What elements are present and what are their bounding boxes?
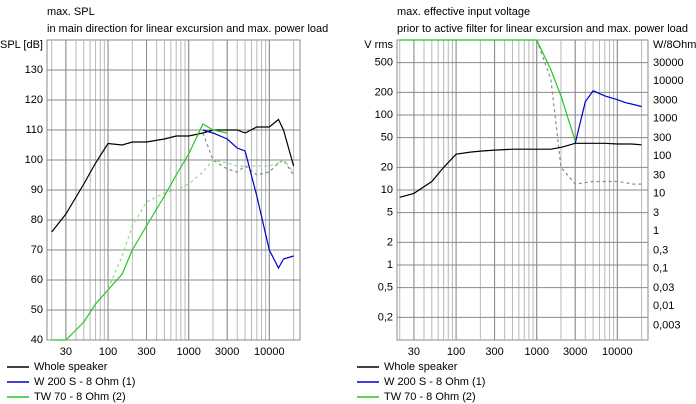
y2-tick-label: 1000	[653, 113, 677, 125]
y2-tick-label: 0,003	[653, 320, 681, 332]
legend-label: TW 70 - 8 Ohm (2)	[34, 391, 126, 403]
y2-tick-label: 30	[653, 170, 665, 182]
x-tick-label: 30	[60, 346, 72, 358]
x-tick-label: 3000	[563, 346, 587, 358]
y2-tick-label: 0,03	[653, 282, 674, 294]
y2-tick-label: 0,1	[653, 263, 668, 275]
y-tick-label: 120	[25, 94, 43, 106]
y-axis-label: V rms	[364, 39, 393, 51]
y2-tick-label: 100	[653, 150, 671, 162]
y2-tick-label: 300	[653, 132, 671, 144]
x-tick-label: 10000	[602, 346, 633, 358]
y-tick-label: 40	[31, 334, 43, 346]
y2-tick-label: 10	[653, 188, 665, 200]
y-tick-label: 50	[381, 131, 393, 143]
series-line	[51, 118, 295, 233]
y2-tick-label: 0,3	[653, 245, 668, 257]
y-tick-label: 70	[31, 244, 43, 256]
x-tick-label: 1000	[176, 346, 200, 358]
x-tick-label: 10000	[254, 346, 285, 358]
series-line	[202, 129, 294, 270]
y2-axis-label: W/8Ohm	[653, 39, 696, 51]
y-tick-label: 20	[381, 161, 393, 173]
series-line	[399, 39, 576, 142]
y2-tick-label: 3000	[653, 95, 677, 107]
y-tick-label: 10	[381, 184, 393, 196]
chart-subtitle: prior to active filter for linear excurs…	[397, 23, 688, 35]
y-tick-label: 110	[25, 124, 43, 136]
y2-tick-label: 10000	[653, 75, 684, 87]
y-tick-label: 60	[31, 274, 43, 286]
y2-tick-label: 0,01	[653, 300, 674, 312]
reference-line	[536, 39, 642, 185]
y-tick-label: 50	[31, 304, 43, 316]
series-line	[399, 142, 642, 198]
chart-title: max. SPL	[47, 6, 95, 18]
reference-line	[107, 159, 295, 290]
x-tick-label: 100	[99, 346, 117, 358]
y-tick-label: 0,2	[378, 311, 393, 323]
y-axis-label: SPL [dB]	[0, 39, 43, 51]
x-tick-label: 30	[408, 346, 420, 358]
legend-label: TW 70 - 8 Ohm (2)	[384, 391, 476, 403]
y-tick-label: 90	[31, 184, 43, 196]
chart-title: max. effective input voltage	[397, 6, 530, 18]
series-line	[574, 90, 642, 144]
y-tick-label: 2	[387, 236, 393, 248]
reference-line	[202, 132, 295, 176]
y-tick-label: 0,5	[378, 281, 393, 293]
chart-subtitle: in main direction for linear excursion a…	[47, 23, 328, 35]
y2-tick-label: 30000	[653, 57, 684, 69]
x-tick-label: 100	[447, 346, 465, 358]
y-tick-label: 80	[31, 214, 43, 226]
y2-tick-label: 3	[653, 207, 659, 219]
y-tick-label: 5	[387, 206, 393, 218]
series-line	[51, 123, 228, 341]
y-tick-label: 500	[375, 56, 393, 68]
y-tick-label: 100	[25, 154, 43, 166]
legend-label: Whole speaker	[384, 361, 458, 373]
legend-label: W 200 S - 8 Ohm (1)	[34, 376, 135, 388]
y-tick-label: 1	[387, 259, 393, 271]
x-tick-label: 300	[485, 346, 503, 358]
y-tick-label: 130	[25, 64, 43, 76]
legend-label: W 200 S - 8 Ohm (1)	[384, 376, 485, 388]
y-tick-label: 200	[375, 86, 393, 98]
x-tick-label: 300	[137, 346, 155, 358]
y-tick-label: 100	[375, 109, 393, 121]
legend-label: Whole speaker	[34, 361, 108, 373]
x-tick-label: 1000	[524, 346, 548, 358]
y2-tick-label: 1	[653, 225, 659, 237]
x-tick-label: 3000	[215, 346, 239, 358]
